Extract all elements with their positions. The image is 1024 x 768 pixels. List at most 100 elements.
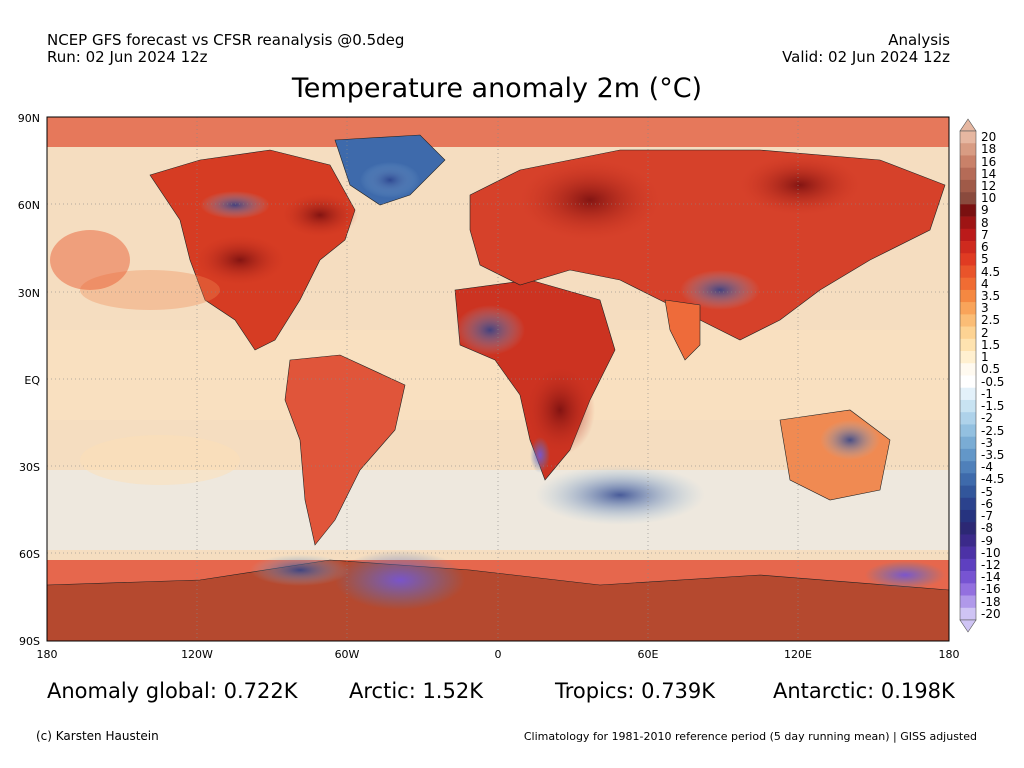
colorbar-max-arrow	[959, 118, 977, 132]
colorbar-label: -2	[981, 411, 993, 426]
colorbar-swatch	[960, 302, 976, 315]
colorbar-swatch	[960, 143, 976, 156]
colorbar	[959, 118, 977, 633]
anomaly-tropics: Tropics: 0.739K	[555, 679, 716, 703]
colorbar-swatch	[960, 131, 976, 144]
colorbar-swatch	[960, 216, 976, 230]
colorbar-label: -1.5	[981, 399, 1005, 414]
lat-label-30n: 30N	[17, 287, 40, 300]
colorbar-swatch	[960, 583, 976, 596]
lon-label-60w: 60W	[334, 648, 360, 661]
model-source: NCEP GFS forecast vs CFSR reanalysis @0.…	[47, 31, 405, 49]
colorbar-label: 16	[981, 154, 997, 169]
colorbar-label: -3.5	[981, 447, 1005, 462]
lon-label-180e: 180	[938, 648, 960, 661]
climatology-note: Climatology for 1981-2010 reference peri…	[523, 730, 977, 743]
colorbar-swatch	[960, 522, 976, 535]
colorbar-label: 4.5	[981, 264, 1001, 279]
colorbar-min-arrow	[959, 619, 977, 633]
colorbar-swatch	[960, 265, 976, 278]
colorbar-swatch	[960, 314, 976, 327]
lon-label-0: 0	[494, 648, 502, 661]
colorbar-label: 7	[981, 227, 989, 242]
lon-label-120w: 120W	[181, 648, 213, 661]
colorbar-label: -0.5	[981, 374, 1005, 389]
colorbar-swatch	[960, 448, 976, 462]
colorbar-label: 1.5	[981, 337, 1001, 352]
colorbar-swatch	[960, 509, 976, 523]
colorbar-label: -3	[981, 435, 993, 450]
colorbar-swatch	[960, 473, 976, 486]
colorbar-label: 8	[981, 215, 989, 230]
colorbar-label: -10	[981, 545, 1001, 560]
colorbar-label: 10	[981, 191, 997, 206]
colorbar-label: -12	[981, 557, 1001, 572]
anomaly-global: Anomaly global: 0.722K	[47, 679, 298, 703]
colorbar-label: 20	[981, 130, 997, 145]
colorbar-swatch	[960, 387, 976, 401]
lon-label-180w: 180	[36, 648, 58, 661]
colorbar-swatch	[960, 326, 976, 340]
colorbar-swatch	[960, 289, 976, 303]
colorbar-label: -8	[981, 521, 993, 536]
map-frame	[46, 116, 950, 642]
lat-label-90n: 90N	[17, 112, 40, 125]
colorbar-swatch	[960, 179, 976, 193]
colorbar-label: -9	[981, 533, 993, 548]
colorbar-label: 3.5	[981, 289, 1001, 304]
colorbar-swatch	[960, 204, 976, 217]
colorbar-swatch	[960, 375, 976, 389]
colorbar-label: 18	[981, 142, 997, 157]
colorbar-label: 1	[981, 350, 989, 365]
colorbar-swatch	[960, 461, 976, 474]
colorbar-swatch	[960, 192, 976, 205]
colorbar-swatch	[960, 497, 976, 511]
colorbar-label: 2.5	[981, 313, 1001, 328]
colorbar-label: -6	[981, 496, 993, 511]
colorbar-swatch	[960, 436, 976, 450]
colorbar-swatch	[960, 338, 976, 352]
lat-label-30s: 30S	[19, 461, 40, 474]
colorbar-label: -2.5	[981, 423, 1005, 438]
graticule	[47, 117, 949, 641]
colorbar-swatch	[960, 424, 976, 437]
colorbar-swatch	[960, 228, 976, 242]
colorbar-label: -5	[981, 484, 993, 499]
colorbar-label: -16	[981, 582, 1001, 597]
colorbar-label: -20	[981, 606, 1001, 621]
lat-label-60n: 60N	[17, 199, 40, 212]
lat-label-90s: 90S	[19, 635, 40, 648]
colorbar-swatch	[960, 399, 976, 413]
colorbar-swatch	[960, 241, 976, 254]
colorbar-swatch	[960, 595, 976, 609]
colorbar-swatch	[960, 167, 976, 181]
colorbar-swatch	[960, 571, 976, 584]
colorbar-label: 12	[981, 179, 997, 193]
colorbar-label: -4.5	[981, 472, 1005, 487]
colorbar-label: 0.5	[981, 362, 1001, 377]
colorbar-label: -14	[981, 570, 1001, 585]
colorbar-swatch	[960, 485, 976, 499]
lat-label-eq: EQ	[24, 374, 40, 387]
colorbar-label: 5	[981, 252, 989, 267]
colorbar-swatch	[960, 534, 976, 547]
run-time: Run: 02 Jun 2024 12z	[47, 48, 208, 66]
colorbar-label: 9	[981, 203, 989, 218]
colorbar-swatch	[960, 607, 976, 621]
map-title: Temperature anomaly 2m (°C)	[291, 73, 703, 104]
colorbar-swatch	[960, 253, 976, 266]
colorbar-label: 3	[981, 301, 989, 316]
colorbar-swatch	[960, 412, 976, 425]
colorbar-swatch	[960, 351, 976, 364]
colorbar-swatch	[960, 558, 976, 572]
colorbar-swatch	[960, 155, 976, 168]
colorbar-label: 4	[981, 276, 989, 291]
colorbar-label: 2	[981, 325, 989, 340]
colorbar-swatch	[960, 363, 976, 376]
colorbar-label: -18	[981, 594, 1001, 609]
lon-label-60e: 60E	[637, 648, 659, 661]
colorbar-label: -1	[981, 386, 993, 401]
anomaly-arctic: Arctic: 1.52K	[349, 679, 483, 703]
map-plot-area	[47, 117, 949, 641]
